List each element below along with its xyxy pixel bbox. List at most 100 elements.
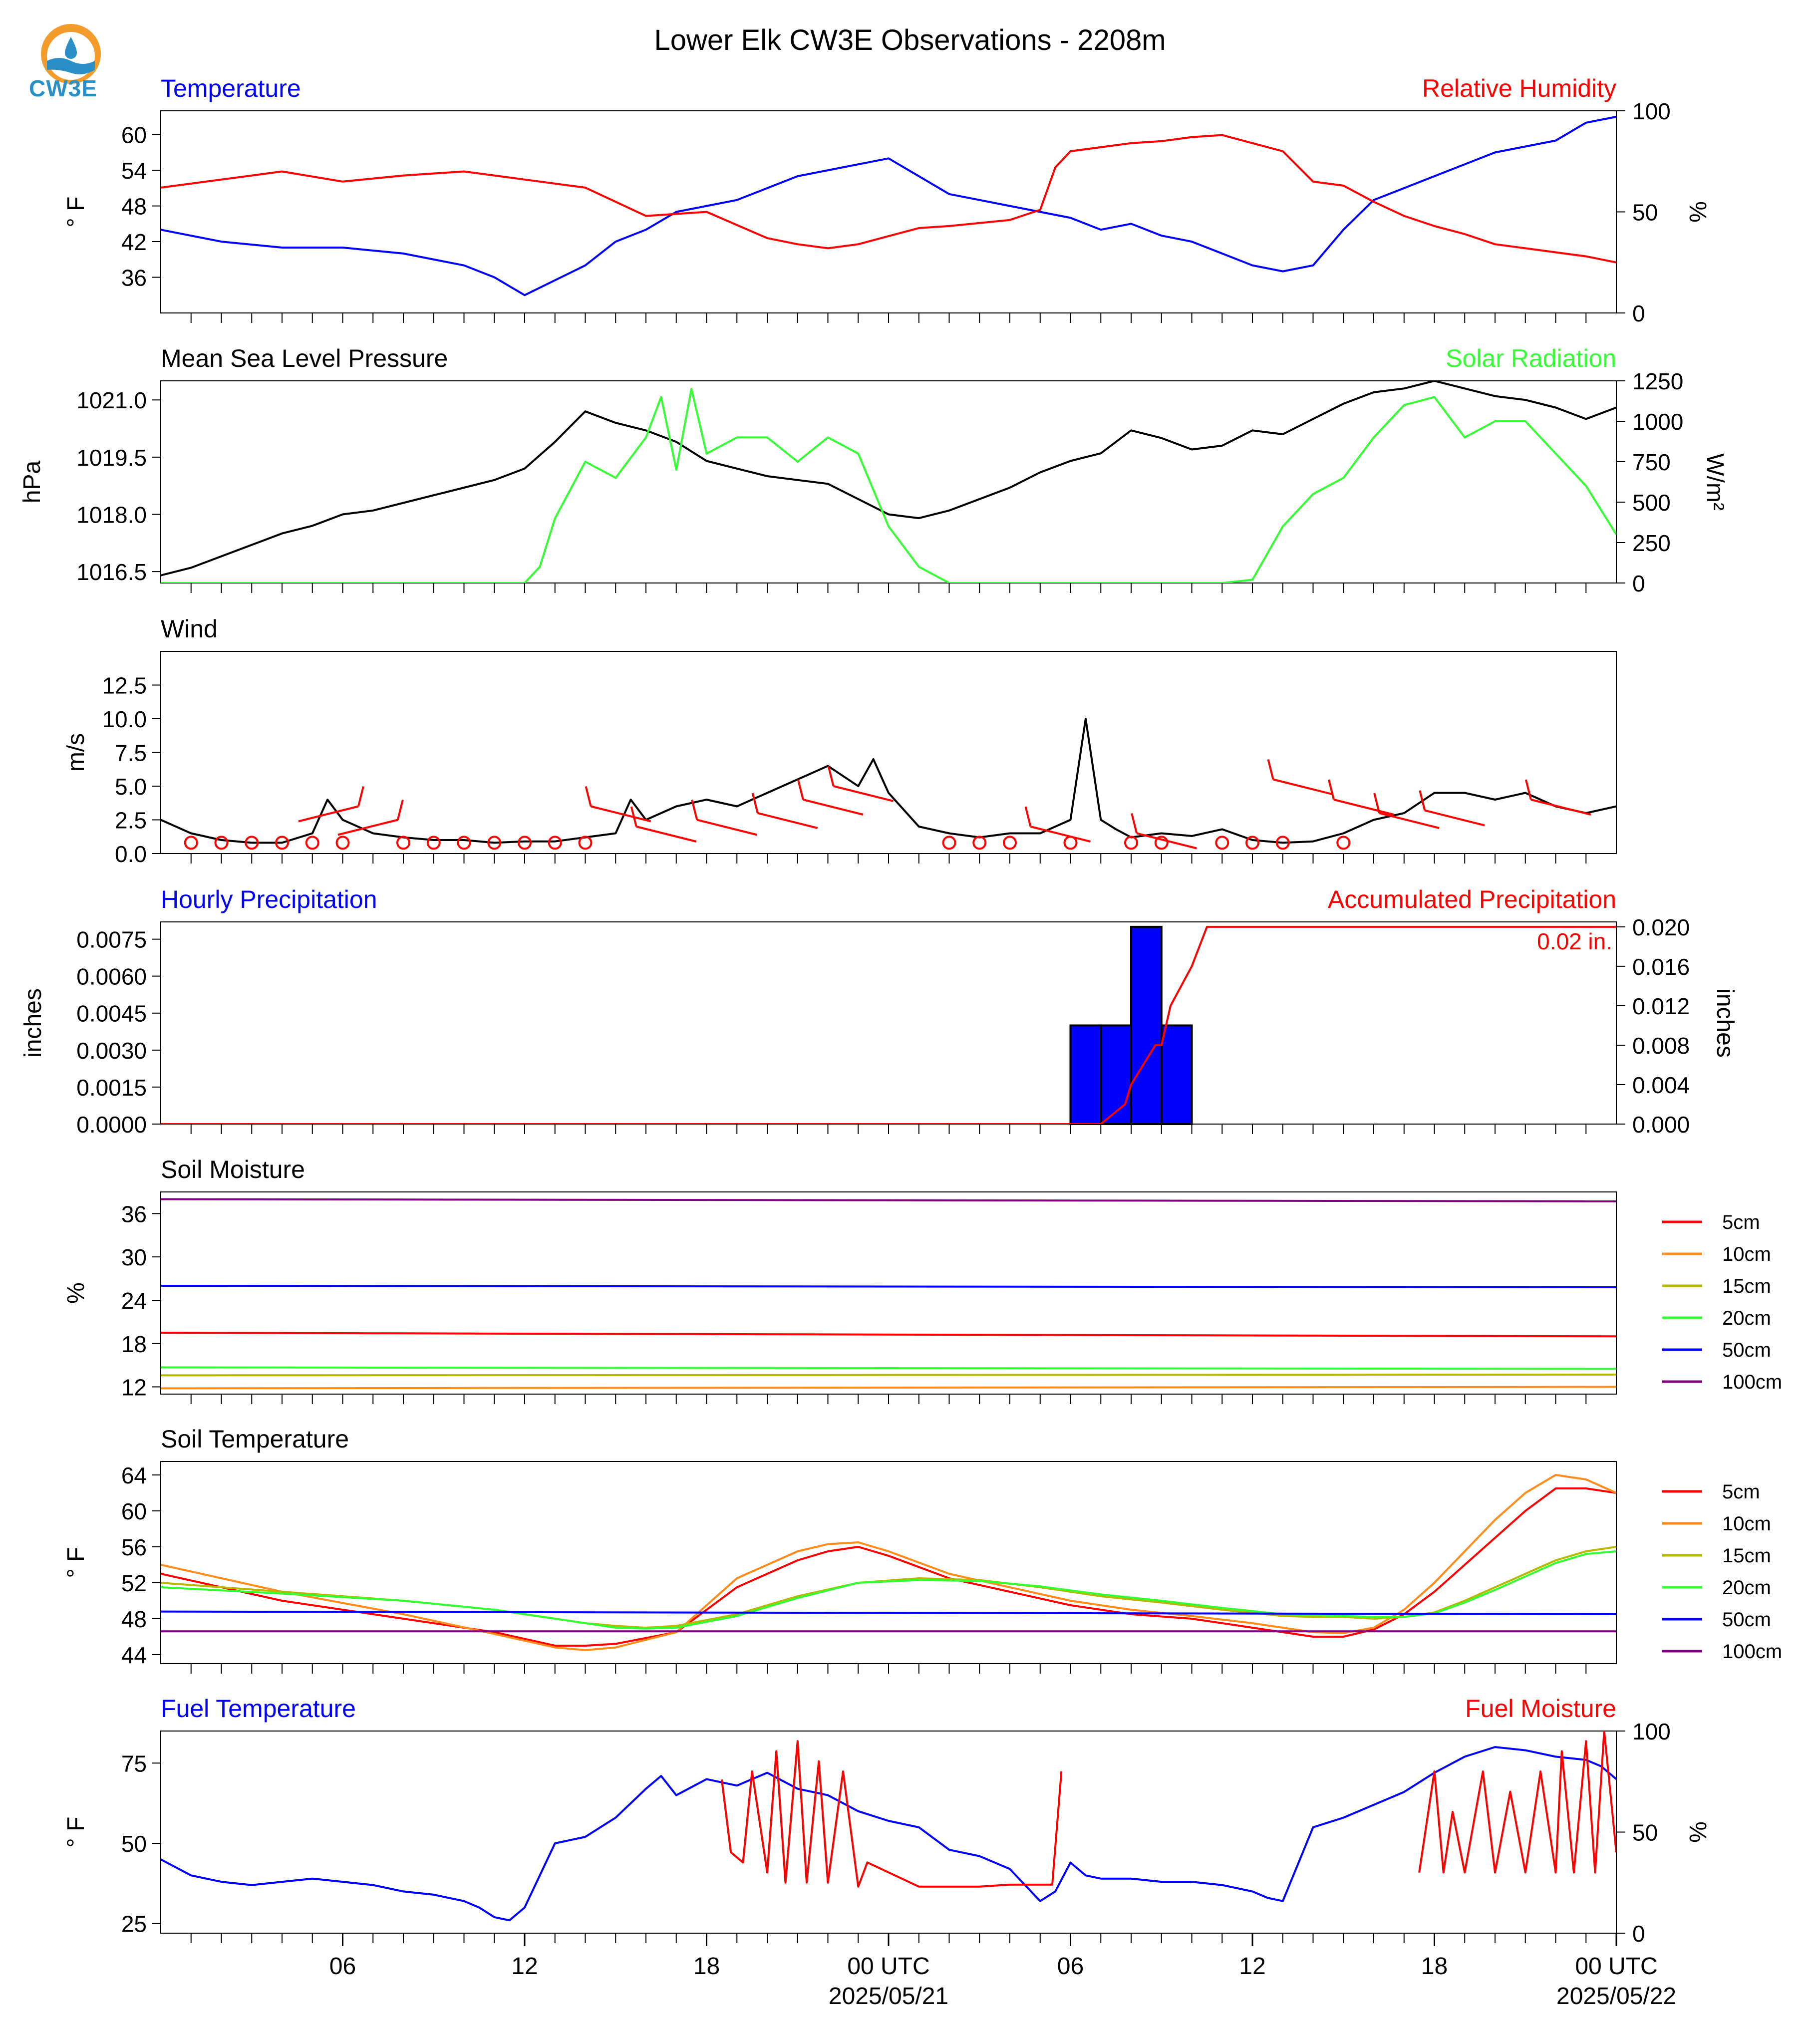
panel-temperature: Temperature Relative Humidity 60 54 48 42 36 10… bbox=[63, 74, 1711, 326]
y-tick-label: 24 bbox=[121, 1288, 147, 1314]
wind-barb bbox=[591, 805, 651, 823]
y-tick-label: 18 bbox=[121, 1331, 147, 1357]
panel-soil_temperature: Soil Temperature 64 60 56 52 48 44 ° F 5cm 10cm 15… bbox=[63, 1425, 1782, 1674]
calm-circle bbox=[1003, 836, 1017, 850]
wind-barb bbox=[1136, 832, 1197, 850]
panel-title-left: Mean Sea Level Pressure bbox=[161, 344, 448, 372]
wind-barb bbox=[1424, 809, 1485, 827]
series-line-15cm bbox=[161, 1373, 1616, 1377]
calm-circle bbox=[214, 836, 229, 850]
y-tick-label: 1016.5 bbox=[76, 559, 147, 585]
series-line-10cm bbox=[161, 1474, 1616, 1651]
y-tick-label: 2.5 bbox=[115, 808, 147, 834]
y2-tick-label: 50 bbox=[1632, 1820, 1658, 1846]
y-tick-label: 60 bbox=[121, 1498, 147, 1524]
calm-circle bbox=[972, 836, 987, 850]
legend-label-15cm: 15cm bbox=[1722, 1275, 1771, 1297]
y-axis-label: ° F bbox=[63, 1817, 89, 1848]
wind-barb-flag bbox=[396, 800, 404, 820]
wind-barb-flag bbox=[827, 766, 835, 787]
panel-wind: Wind 12.5 10.0 7.5 5.0 2.5 0.0 m/s bbox=[63, 615, 1617, 867]
legend-label-20cm: 20cm bbox=[1722, 1307, 1771, 1329]
wind-barb-flag bbox=[1328, 779, 1335, 800]
panel-soil_moisture: Soil Moisture 36 30 24 18 12% 5cm 10cm 15cm 20cm 5… bbox=[63, 1156, 1782, 1404]
y-tick-label: 64 bbox=[121, 1462, 147, 1488]
x-tick-date: 2025/05/21 bbox=[829, 1983, 948, 2010]
wind-barb bbox=[1379, 812, 1440, 829]
calm-circle bbox=[548, 836, 562, 850]
calm-circle bbox=[487, 836, 502, 850]
y2-axis-label: W/m² bbox=[1702, 453, 1728, 511]
calm-circle bbox=[1124, 836, 1138, 850]
y2-tick-label: 0.016 bbox=[1632, 954, 1690, 980]
y-tick-label: 48 bbox=[121, 1606, 147, 1632]
y-tick-label: 54 bbox=[121, 158, 147, 184]
calm-circle bbox=[426, 836, 441, 850]
plot-frame bbox=[160, 1191, 1617, 1395]
y-tick-label: 0.0030 bbox=[76, 1038, 147, 1064]
y-tick-label: 1019.5 bbox=[76, 445, 147, 471]
series-line-50cm bbox=[161, 1610, 1616, 1615]
accum-annotation: 0.02 in. bbox=[1537, 928, 1612, 954]
panel-title-left: Hourly Precipitation bbox=[161, 885, 377, 913]
wind-barb-flag bbox=[1024, 806, 1032, 827]
legend-label-5cm: 5cm bbox=[1722, 1211, 1760, 1233]
y-tick-label: 0.0015 bbox=[76, 1075, 147, 1101]
wind-barb bbox=[696, 819, 757, 836]
wind-barb-flag bbox=[1267, 759, 1274, 780]
wind-barb bbox=[636, 826, 697, 843]
cw3e-logo bbox=[41, 24, 101, 84]
y2-tick-label: 0.008 bbox=[1632, 1033, 1690, 1059]
x-tick-label: 12 bbox=[1239, 1953, 1265, 1980]
panel-title-right: Fuel Moisture bbox=[1465, 1695, 1616, 1723]
calm-circle bbox=[1275, 836, 1290, 850]
panel-title-right: Accumulated Precipitation bbox=[1328, 885, 1616, 913]
plot-frame bbox=[160, 921, 1617, 1125]
series-line-20cm bbox=[161, 1366, 1616, 1370]
plot-frame bbox=[160, 1731, 1617, 1934]
legend-label-5cm: 5cm bbox=[1722, 1481, 1760, 1503]
legend-label-50cm: 50cm bbox=[1722, 1609, 1771, 1631]
y-tick-label: 1021.0 bbox=[76, 387, 147, 413]
panels: Temperature Relative Humidity 60 54 48 42 36 10… bbox=[19, 74, 1782, 2010]
y-tick-label: 50 bbox=[121, 1831, 147, 1857]
calm-circle bbox=[457, 836, 471, 850]
wind-barb-flag bbox=[691, 800, 698, 820]
y2-tick-label: 0.012 bbox=[1632, 993, 1690, 1019]
y-tick-label: 25 bbox=[121, 1911, 147, 1937]
x-tick-label: 12 bbox=[511, 1953, 538, 1980]
y2-tick-label: 0 bbox=[1632, 571, 1645, 596]
wind-barb bbox=[1030, 826, 1091, 843]
panel-title-left: Soil Moisture bbox=[161, 1156, 305, 1183]
x-tick-label: 18 bbox=[1421, 1953, 1448, 1980]
panel-title-right: Relative Humidity bbox=[1422, 74, 1616, 102]
legend-label-50cm: 50cm bbox=[1722, 1339, 1771, 1361]
y-tick-label: 56 bbox=[121, 1534, 147, 1560]
y2-tick-label: 1250 bbox=[1632, 368, 1683, 394]
x-tick-label: 00 UTC bbox=[847, 1953, 929, 1980]
panel-title-left: Temperature bbox=[161, 74, 301, 102]
calm-circle bbox=[305, 836, 319, 850]
y-tick-label: 0.0075 bbox=[76, 927, 147, 953]
series-line-20cm bbox=[161, 1550, 1616, 1630]
wind-barb bbox=[298, 805, 359, 823]
calm-circle bbox=[335, 836, 350, 850]
y2-tick-label: 1000 bbox=[1632, 409, 1683, 435]
cw3e-logo-text: CW3E bbox=[29, 75, 97, 101]
y2-tick-label: 100 bbox=[1632, 1719, 1671, 1744]
y2-tick-label: 0.020 bbox=[1632, 914, 1690, 940]
calm-circle bbox=[1336, 836, 1351, 850]
y2-axis-label: % bbox=[1684, 201, 1711, 223]
series-line bbox=[161, 381, 1616, 577]
figure-title: Lower Elk CW3E Observations - 2208m bbox=[654, 24, 1166, 56]
y-tick-label: 30 bbox=[121, 1244, 147, 1270]
plot-frame bbox=[160, 1461, 1617, 1664]
series-line bbox=[161, 925, 1616, 1124]
series-line bbox=[161, 1746, 1616, 1922]
wind-barb-flag bbox=[1524, 779, 1532, 800]
wind-barb bbox=[1273, 778, 1333, 796]
x-tick-label: 06 bbox=[1057, 1953, 1084, 1980]
series-line-50cm bbox=[161, 1285, 1616, 1288]
y-tick-label: 12.5 bbox=[102, 673, 147, 699]
y2-axis-label: % bbox=[1684, 1821, 1711, 1843]
